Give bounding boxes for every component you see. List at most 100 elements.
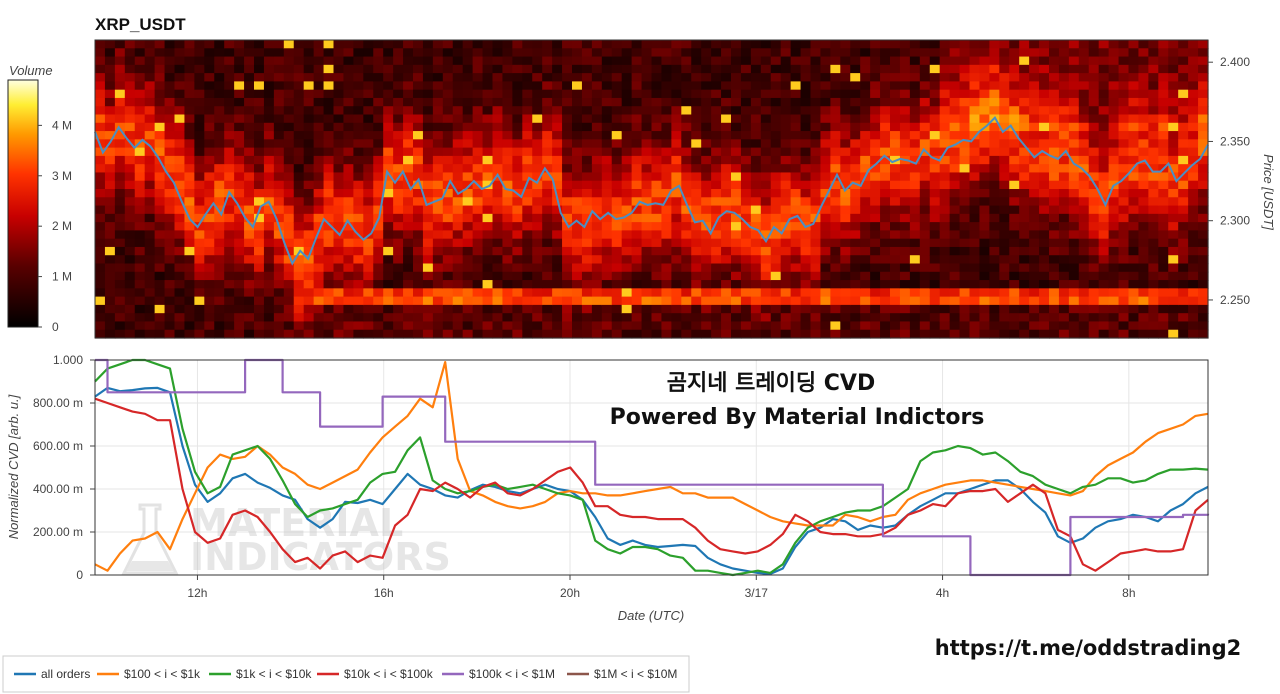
heatmap-cell: [204, 304, 215, 314]
heatmap-cell: [194, 64, 205, 74]
heatmap-cell: [413, 304, 424, 314]
heatmap-cell: [194, 106, 205, 116]
legend-item-label[interactable]: all orders: [41, 667, 90, 681]
heatmap-cell: [750, 97, 762, 107]
heatmap-cell: [373, 189, 384, 198]
heatmap-cell: [492, 304, 504, 314]
heatmap-cell: [1078, 189, 1090, 198]
heatmap-cell: [403, 246, 414, 256]
heatmap-cell: [154, 288, 166, 298]
heatmap-cell: [184, 164, 195, 174]
heatmap-cell: [850, 288, 861, 298]
heatmap-cell: [403, 304, 414, 314]
heatmap-cell: [870, 97, 881, 107]
heatmap-cell: [1168, 106, 1179, 116]
legend-item-label[interactable]: $100 < i < $1k: [124, 667, 201, 681]
heatmap-cell: [711, 56, 722, 66]
heatmap-cell: [512, 131, 523, 140]
heatmap-cell: [134, 304, 146, 314]
heatmap-cell: [164, 321, 176, 331]
heatmap-cell: [482, 89, 494, 99]
heatmap-cell: [204, 122, 215, 132]
heatmap-cell: [263, 280, 275, 289]
heatmap-cell: [313, 56, 325, 66]
heatmap-cell: [740, 197, 752, 207]
heatmap-cell: [969, 230, 981, 240]
legend-item-label[interactable]: $1k < i < $10k: [236, 667, 312, 681]
heatmap-cell: [1088, 106, 1100, 116]
heatmap-cell: [959, 263, 971, 273]
heatmap-cell: [701, 329, 712, 339]
heatmap-cell: [313, 172, 325, 182]
heatmap-cell: [949, 304, 961, 314]
heatmap-cell: [472, 329, 484, 339]
heatmap-cell: [959, 321, 971, 331]
heatmap-cell: [472, 64, 484, 74]
heatmap-cell: [750, 64, 762, 74]
heatmap-cell: [979, 213, 990, 223]
heatmap-cell: [959, 114, 971, 124]
heatmap-cell: [949, 263, 961, 273]
telegram-link[interactable]: https://t.me/oddstrading2: [935, 636, 1242, 660]
heatmap-cell: [999, 48, 1010, 58]
legend-item-label[interactable]: $10k < i < $100k: [344, 667, 434, 681]
heatmap-cell: [1188, 189, 1199, 198]
legend-item-label[interactable]: $1M < i < $10M: [594, 667, 677, 681]
heatmap-cell: [124, 197, 136, 207]
heatmap-cell: [522, 197, 533, 207]
heatmap-cell: [462, 139, 474, 149]
cvd-series-line: [94, 361, 1209, 572]
heatmap-cell: [939, 106, 951, 116]
heatmap-cell: [1009, 155, 1020, 165]
heatmap-cell: [631, 131, 643, 140]
heatmap-cell: [1158, 180, 1169, 190]
heatmap-cell: [413, 131, 424, 140]
legend-item-label[interactable]: $100k < i < $1M: [469, 667, 555, 681]
heatmap-cell: [820, 288, 831, 298]
heatmap-cell: [929, 304, 941, 314]
heatmap-cell: [820, 40, 831, 49]
heatmap-cell: [800, 131, 812, 140]
heatmap-cell: [124, 329, 136, 339]
heatmap-cell: [810, 321, 822, 331]
heatmap-cell: [701, 155, 712, 165]
heatmap-cell: [1188, 164, 1199, 174]
heatmap-cell: [1098, 64, 1110, 74]
heatmap-cell: [1088, 172, 1100, 182]
heatmap-cell: [502, 180, 513, 190]
heatmap-cell: [999, 97, 1010, 107]
heatmap-cell: [890, 81, 901, 91]
heatmap-cell: [283, 97, 295, 107]
heatmap-cell: [770, 180, 782, 190]
heatmap-cell: [482, 56, 494, 66]
heatmap-cell: [880, 197, 891, 207]
heatmap-cell: [283, 106, 295, 116]
heatmap-cell: [591, 329, 603, 339]
heatmap-cell: [1148, 48, 1159, 58]
heatmap-cell: [532, 114, 543, 124]
heatmap-cell: [432, 304, 444, 314]
heatmap-cell: [234, 280, 245, 289]
heatmap-cell: [373, 180, 384, 190]
heatmap-cell: [820, 321, 831, 331]
heatmap-cell: [492, 97, 504, 107]
heatmap-cell: [740, 155, 752, 165]
heatmap-cell: [661, 81, 672, 91]
heatmap-cell: [1088, 122, 1100, 132]
heatmap-cell: [254, 238, 265, 248]
heatmap-cell: [969, 329, 981, 339]
heatmap-cell: [691, 48, 702, 58]
heatmap-cell: [422, 222, 434, 231]
colorbar-tick-label: 3 M: [52, 169, 72, 183]
heatmap-cell: [651, 73, 663, 82]
heatmap-cell: [263, 48, 275, 58]
heatmap-cell: [124, 73, 136, 82]
heatmap-cell: [890, 48, 901, 58]
heatmap-cell: [542, 271, 553, 281]
heatmap-cell: [502, 131, 513, 140]
heatmap-cell: [899, 288, 911, 298]
heatmap-cell: [591, 172, 603, 182]
heatmap-cell: [224, 213, 235, 223]
heatmap-cell: [850, 197, 861, 207]
heatmap-cell: [681, 180, 692, 190]
